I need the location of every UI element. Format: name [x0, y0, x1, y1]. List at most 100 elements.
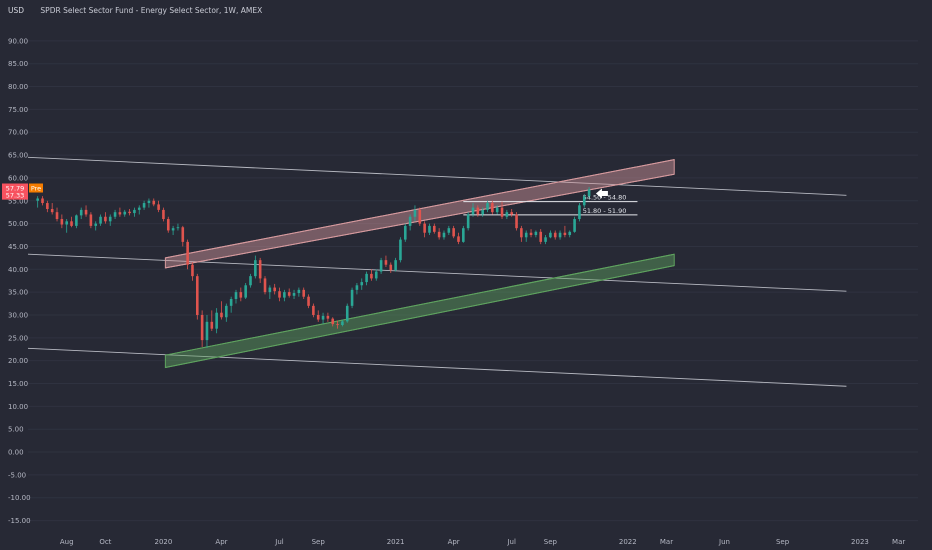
y-tick-label: -10.00 [8, 494, 31, 502]
candle-body [94, 223, 98, 226]
x-tick-label: 2021 [387, 538, 405, 546]
candle-body [563, 232, 567, 236]
candle-body [181, 227, 185, 242]
candle-body [133, 209, 136, 214]
x-tick-label: Jun [718, 538, 730, 546]
candle-body [568, 231, 572, 236]
candle-body [137, 207, 141, 210]
prev-close-badge [2, 190, 28, 200]
last-price-badge [2, 183, 28, 193]
candle-body [200, 314, 204, 341]
candle-body [462, 228, 465, 242]
chart-title: SPDR Select Sector Fund - Energy Select … [40, 6, 263, 15]
y-tick-label: 10.00 [8, 403, 28, 411]
candle-body [152, 200, 156, 205]
x-tick-label: 2023 [851, 538, 869, 546]
candle-body [220, 312, 223, 318]
x-axis: Aug Oct 2020 Apr Jul Sep 2021 Apr Jul Sep 2022 Mar J… [60, 538, 906, 546]
candle-body [307, 296, 310, 306]
candle-body [495, 207, 499, 213]
candle-body [534, 231, 538, 236]
candle-body [292, 293, 296, 296]
y-tick-label: 0.00 [8, 449, 24, 457]
candle-body [433, 225, 436, 232]
candle-body [539, 231, 543, 242]
candle-body [273, 287, 276, 292]
y-tick-label: -15.00 [8, 517, 31, 525]
candle-body [524, 232, 528, 238]
price-badges: 57.79 Pre 57.33 [2, 183, 43, 200]
candle-body [423, 223, 426, 233]
candle-body [287, 292, 291, 296]
candle-body [104, 216, 107, 222]
candle-body [263, 278, 267, 293]
trend-lines [27, 156, 847, 387]
candle-body [70, 221, 73, 226]
candle-body [587, 189, 591, 197]
candle-body [336, 324, 339, 326]
candle-body [481, 209, 484, 215]
y-tick-label: 35.00 [8, 289, 28, 297]
candle-body [128, 211, 131, 214]
arrow-marker [595, 188, 608, 199]
y-tick-label: 70.00 [8, 129, 28, 137]
candle-body [321, 315, 325, 320]
y-tick-label: 75.00 [8, 106, 28, 114]
candle-body [166, 219, 170, 231]
price-level-label: 54.50 - 54.80 [583, 194, 627, 202]
candle-body [89, 214, 93, 226]
candle-body [452, 228, 455, 237]
candle-body [529, 232, 533, 236]
candle-body [408, 216, 412, 226]
candles [36, 187, 591, 348]
candle-body [350, 289, 354, 306]
candle-body [355, 285, 359, 290]
candle-body [341, 321, 344, 326]
candle-body [79, 209, 83, 216]
candle-body [582, 196, 586, 206]
candle-body [244, 285, 247, 298]
candle-body [195, 276, 199, 315]
y-tick-label: 90.00 [8, 37, 28, 45]
candle-body [510, 212, 513, 215]
y-tick-label: 20.00 [8, 357, 28, 365]
candle-body [41, 198, 44, 204]
pre-session-badge [29, 183, 43, 193]
arrow-icon [595, 188, 608, 199]
candle-body [176, 227, 180, 229]
y-axis: 90.00 85.00 80.00 75.00 70.00 65.00 60.00 55.00… [8, 37, 31, 525]
candle-body [118, 212, 122, 215]
candle-body [210, 321, 214, 329]
candle-body [418, 209, 422, 224]
y-tick-label: 60.00 [8, 174, 28, 182]
x-tick-label: Apr [215, 538, 227, 546]
y-tick-label: 80.00 [8, 83, 28, 91]
candle-body [447, 228, 451, 233]
candle-body [374, 271, 378, 279]
candle-body [437, 231, 441, 238]
candle-body [549, 232, 552, 238]
candle-body [500, 207, 504, 217]
candle-body [389, 264, 393, 271]
x-tick-label: Jul [274, 538, 284, 546]
grid [28, 40, 918, 522]
y-tick-label: 65.00 [8, 152, 28, 160]
candle-body [99, 216, 102, 224]
candle-body [578, 205, 581, 220]
currency-label: USD [8, 6, 25, 15]
x-tick-label: Oct [99, 538, 111, 546]
candle-body [384, 260, 388, 265]
candle-body [205, 321, 209, 341]
candle-body [171, 228, 175, 231]
candle-body [471, 207, 475, 215]
candle-body [573, 219, 576, 232]
support-channel-upper-edge [165, 253, 675, 356]
pre-session-label: Pre [31, 184, 41, 192]
candle-body [370, 273, 373, 279]
y-tick-label: 85.00 [8, 60, 28, 68]
y-tick-label: 30.00 [8, 311, 28, 319]
x-tick-label: Jul [506, 538, 516, 546]
candle-body [75, 215, 78, 226]
